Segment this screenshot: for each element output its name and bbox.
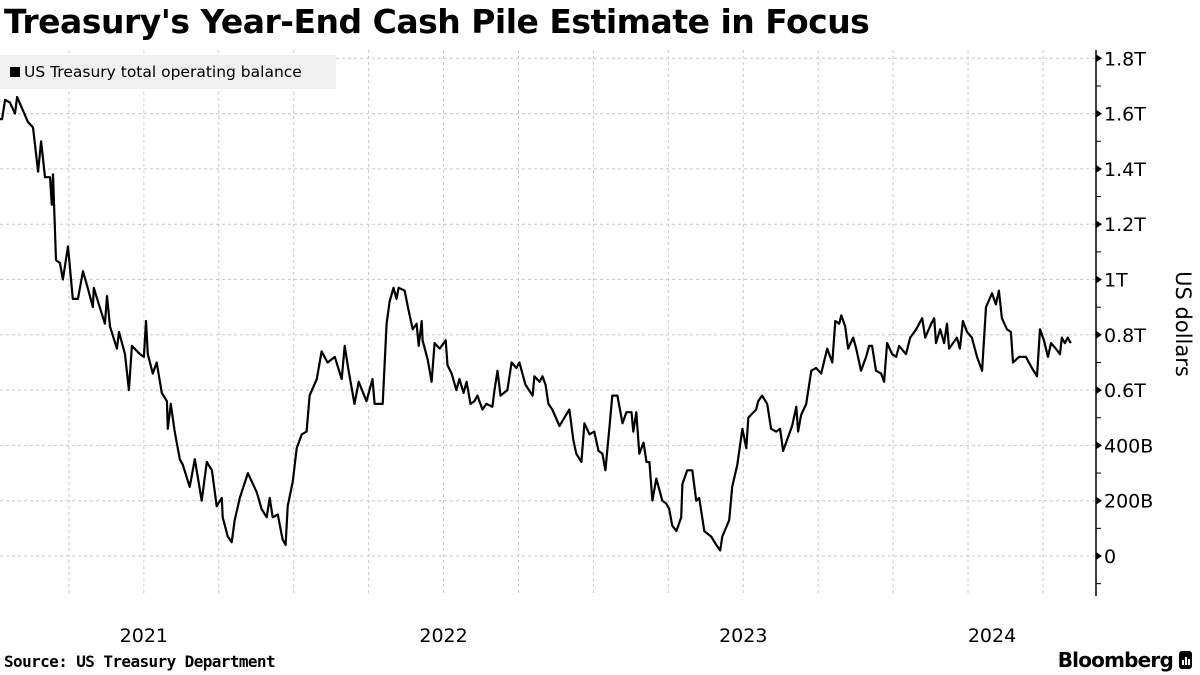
y-axis-title: US dollars	[1171, 271, 1195, 377]
y-tick-label: 400B	[1104, 435, 1153, 457]
y-tick-label: 1.4T	[1104, 159, 1146, 181]
y-tick-label: 1.8T	[1104, 48, 1146, 70]
y-tick	[1096, 220, 1102, 229]
x-tick-label: 2023	[719, 625, 767, 647]
y-tick	[1096, 330, 1102, 339]
series-line	[0, 95, 1072, 552]
y-tick	[1096, 441, 1102, 450]
y-tick-label: 0	[1104, 546, 1116, 568]
chart-title: Treasury's Year-End Cash Pile Estimate i…	[4, 2, 870, 41]
y-tick-label: 1.2T	[1104, 214, 1146, 236]
y-tick-label: 1T	[1104, 270, 1128, 292]
legend-label: US Treasury total operating balance	[24, 63, 302, 81]
y-tick	[1096, 386, 1102, 395]
x-tick-label: 2024	[968, 625, 1016, 647]
legend: US Treasury total operating balance	[0, 55, 336, 89]
bloomberg-logo: Bloomberg	[1058, 648, 1192, 672]
y-tick-label: 0.6T	[1104, 380, 1146, 402]
x-tick-label: 2021	[120, 625, 168, 647]
y-tick	[1096, 496, 1102, 505]
bloomberg-chart-icon	[1179, 651, 1192, 669]
y-tick	[1096, 164, 1102, 173]
y-tick-label: 200B	[1104, 491, 1153, 513]
y-tick	[1096, 54, 1102, 63]
x-tick-label: 2022	[419, 625, 467, 647]
y-axis: 1.8T 1.6T 1.4T 1.2T 1T 0.8T 0.6T 400B 200B 0	[1095, 48, 1153, 596]
brand-name: Bloomberg	[1057, 648, 1174, 672]
y-tick	[1096, 109, 1102, 118]
y-tick	[1096, 552, 1102, 560]
x-axis-labels: 2021 2022 2023 2024	[120, 625, 1017, 647]
y-tick-label: 1.6T	[1104, 104, 1146, 126]
y-tick-label: 0.8T	[1104, 325, 1146, 347]
source-note: Source: US Treasury Department	[4, 652, 276, 671]
legend-swatch	[10, 67, 20, 77]
y-tick	[1096, 275, 1102, 284]
